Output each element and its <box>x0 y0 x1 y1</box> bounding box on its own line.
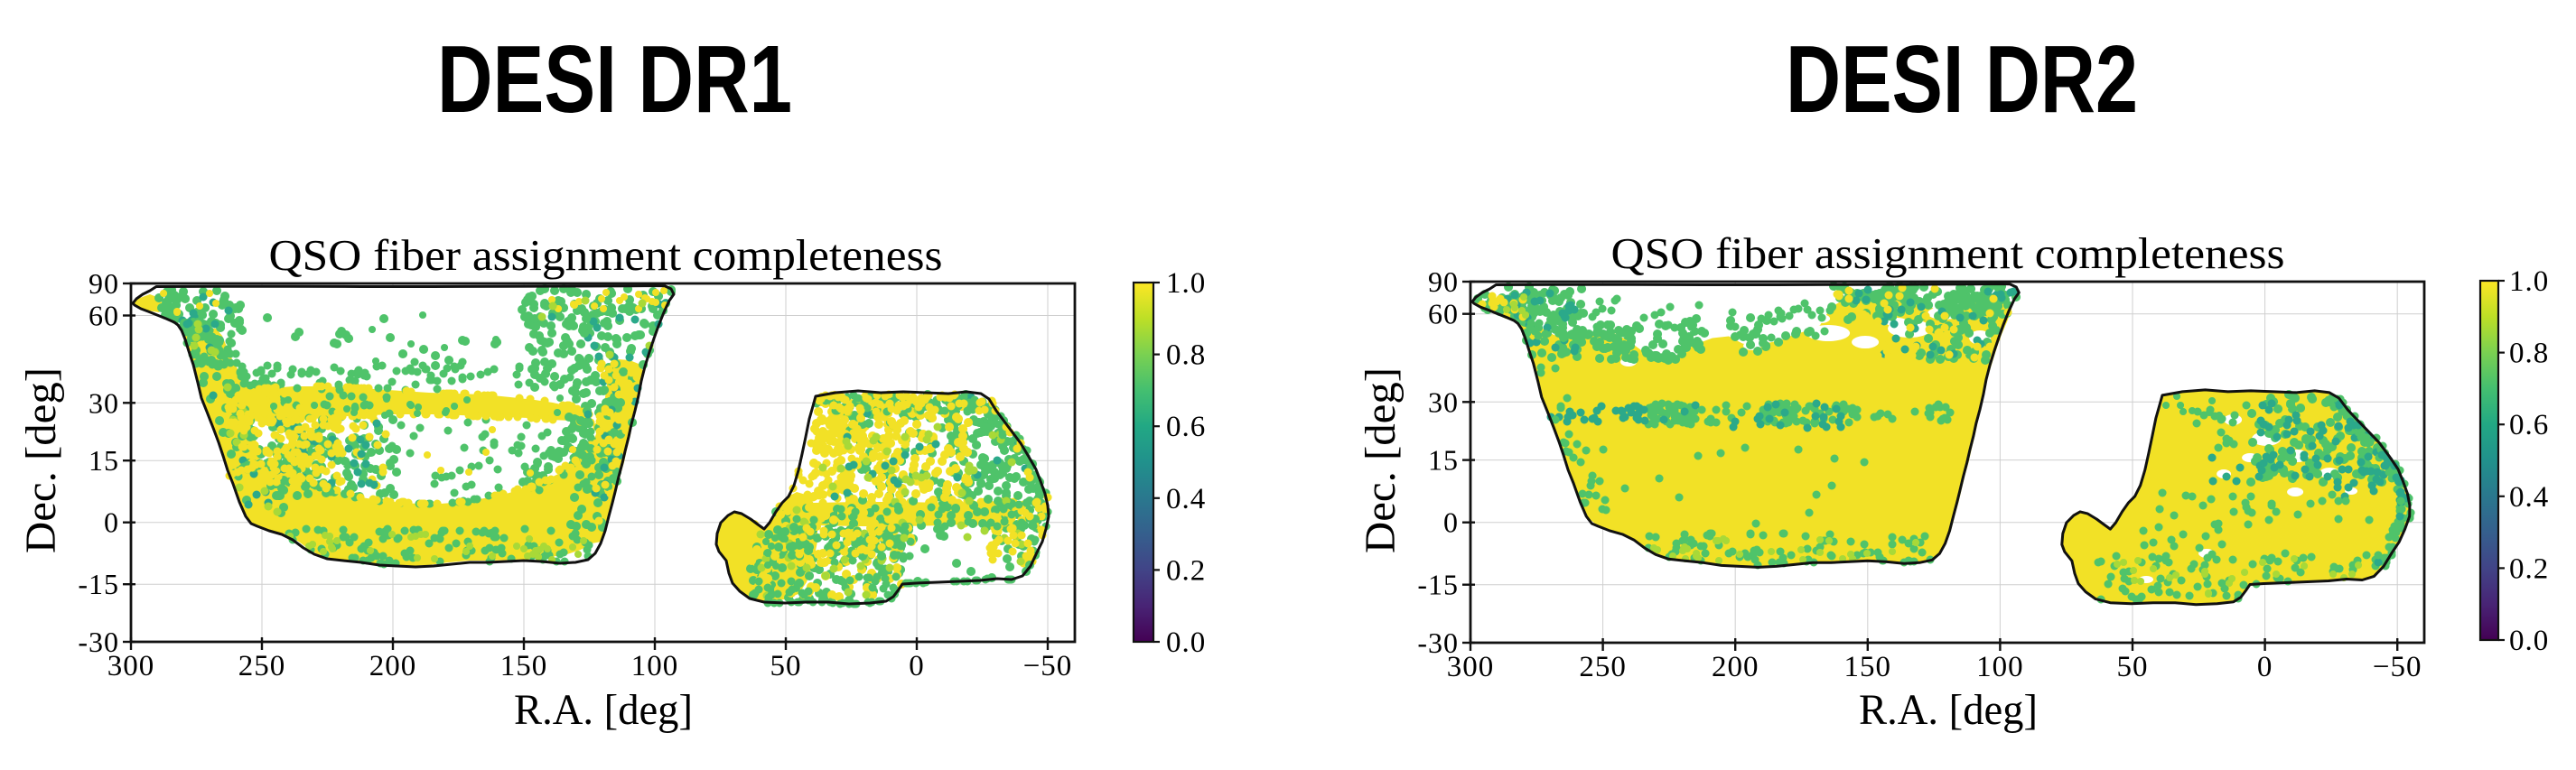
svg-text:−50: −50 <box>1023 650 1073 682</box>
svg-text:150: 150 <box>1844 651 1892 683</box>
svg-text:Dec. [deg]: Dec. [deg] <box>17 367 65 553</box>
svg-text:90: 90 <box>89 267 119 300</box>
svg-text:60: 60 <box>1428 298 1459 330</box>
svg-text:0: 0 <box>104 506 119 539</box>
svg-text:0.0: 0.0 <box>2509 625 2549 657</box>
svg-text:0: 0 <box>2257 651 2273 683</box>
svg-text:0: 0 <box>909 650 925 682</box>
svg-text:15: 15 <box>1428 444 1459 477</box>
svg-text:250: 250 <box>238 650 286 682</box>
svg-text:250: 250 <box>1579 651 1627 683</box>
svg-text:0.6: 0.6 <box>1166 411 1206 443</box>
svg-text:90: 90 <box>1428 265 1459 298</box>
svg-text:DESI DR2: DESI DR2 <box>1786 26 2138 133</box>
svg-text:30: 30 <box>1428 385 1459 418</box>
svg-text:200: 200 <box>369 650 417 682</box>
svg-text:-15: -15 <box>1417 569 1459 601</box>
svg-text:0.6: 0.6 <box>2509 409 2549 441</box>
svg-text:1.0: 1.0 <box>1166 267 1206 300</box>
svg-text:Dec. [deg]: Dec. [deg] <box>1357 367 1405 553</box>
svg-text:30: 30 <box>89 386 119 419</box>
svg-text:R.A. [deg]: R.A. [deg] <box>514 686 693 734</box>
svg-text:50: 50 <box>770 650 802 682</box>
svg-text:R.A. [deg]: R.A. [deg] <box>1859 686 2038 734</box>
svg-text:-30: -30 <box>78 626 119 658</box>
svg-text:300: 300 <box>1447 651 1495 683</box>
svg-text:−50: −50 <box>2373 651 2422 683</box>
svg-text:0: 0 <box>1443 506 1459 539</box>
svg-text:200: 200 <box>1712 651 1759 683</box>
svg-text:0.4: 0.4 <box>2509 481 2549 514</box>
svg-text:0.0: 0.0 <box>1166 626 1206 659</box>
svg-text:300: 300 <box>107 650 155 682</box>
svg-text:100: 100 <box>631 650 679 682</box>
svg-text:100: 100 <box>1976 651 2024 683</box>
svg-text:-15: -15 <box>78 568 119 600</box>
svg-text:1.0: 1.0 <box>2509 265 2549 298</box>
svg-text:0.2: 0.2 <box>1166 554 1206 587</box>
svg-text:0.8: 0.8 <box>2509 338 2549 370</box>
svg-text:DESI DR1: DESI DR1 <box>437 26 792 133</box>
svg-text:0.4: 0.4 <box>1166 483 1206 515</box>
svg-text:60: 60 <box>89 300 119 332</box>
svg-text:0.8: 0.8 <box>1166 339 1206 372</box>
svg-text:0.2: 0.2 <box>2509 552 2549 585</box>
svg-text:15: 15 <box>89 444 119 477</box>
svg-text:QSO fiber assignment completen: QSO fiber assignment completeness <box>1611 228 2285 278</box>
svg-text:150: 150 <box>500 650 548 682</box>
svg-text:-30: -30 <box>1417 626 1459 659</box>
svg-text:50: 50 <box>2117 651 2149 683</box>
svg-text:QSO fiber assignment completen: QSO fiber assignment completeness <box>269 230 943 280</box>
